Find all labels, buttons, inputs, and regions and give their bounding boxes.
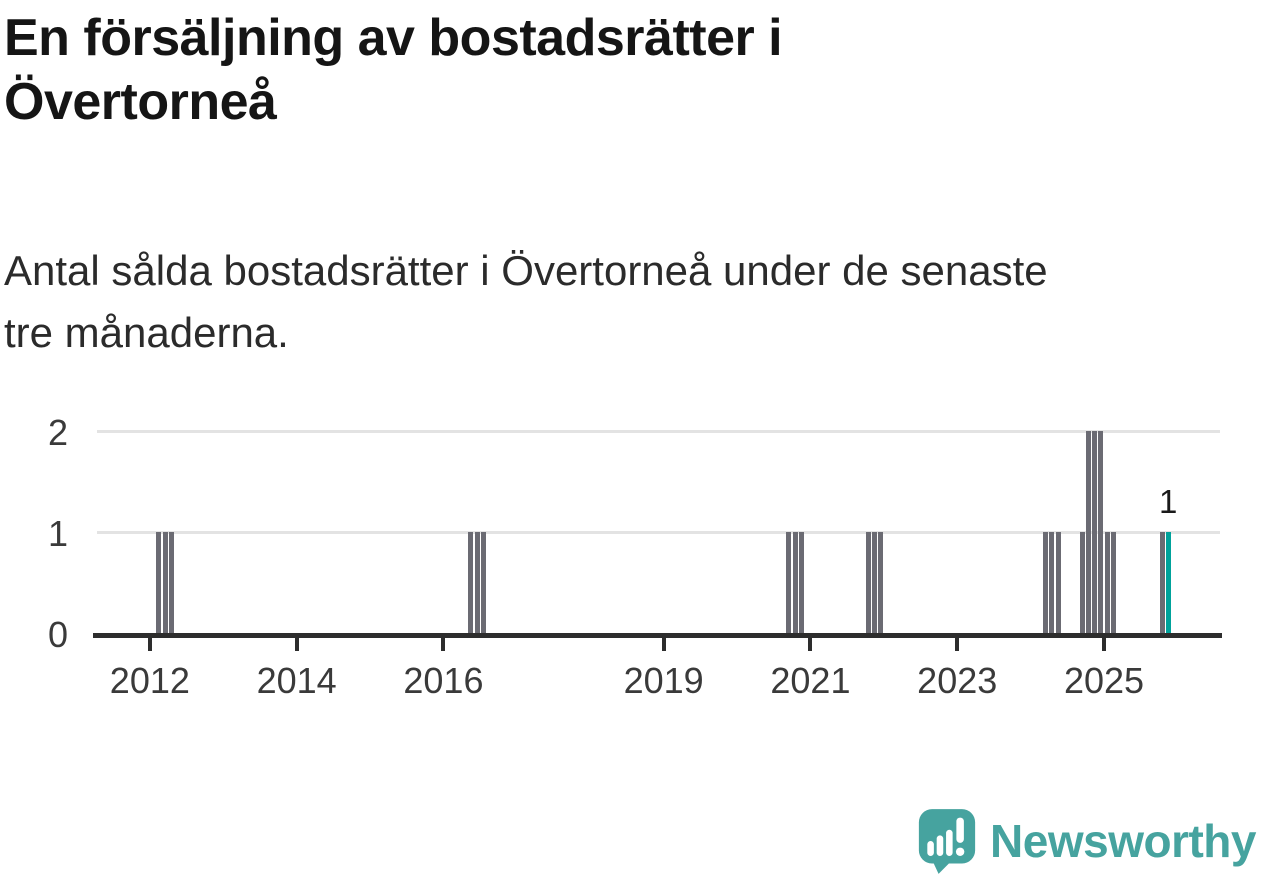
bar [1092, 431, 1098, 633]
highlighted-bar [1165, 532, 1171, 633]
x-axis-tick [147, 638, 152, 651]
y-axis-label: 0 [47, 614, 68, 655]
x-axis-label: 2023 [917, 660, 998, 701]
bar [480, 532, 486, 633]
x-axis-tick [661, 638, 666, 651]
gridline [97, 430, 1220, 433]
x-axis-label: 2019 [623, 660, 704, 701]
x-axis-tick [808, 638, 813, 651]
bar [1159, 532, 1165, 633]
x-axis-tick [441, 638, 446, 651]
bar [792, 532, 798, 633]
bar [878, 532, 884, 633]
x-axis-tick [294, 638, 299, 651]
bar-value-label: 1 [1159, 483, 1178, 520]
chart-subtitle-line-2: tre månaderna. [4, 309, 289, 356]
newsworthy-logo: Newsworthy [917, 807, 1256, 875]
y-axis-label: 1 [47, 513, 68, 554]
bar [1110, 532, 1116, 633]
y-axis-label: 2 [47, 412, 68, 453]
bar [798, 532, 804, 633]
bar [1098, 431, 1104, 633]
bar [1049, 532, 1055, 633]
chart-title-line-2: Övertorneå [4, 73, 277, 131]
bar [168, 532, 174, 633]
chart-title: En försäljning av bostadsrätter i Överto… [4, 6, 783, 134]
bar [474, 532, 480, 633]
bar [872, 532, 878, 633]
bar [1104, 532, 1110, 633]
newsworthy-wordmark: Newsworthy [990, 815, 1256, 867]
bar [1086, 431, 1092, 633]
x-axis-tick [1102, 638, 1107, 651]
gridline [97, 531, 1220, 534]
x-axis-label: 2016 [403, 660, 484, 701]
x-axis-line [93, 633, 1222, 638]
bar [786, 532, 792, 633]
bar [1043, 532, 1049, 633]
bar [865, 532, 871, 633]
bar [1055, 532, 1061, 633]
newsworthy-bubble-chart-icon [918, 809, 976, 874]
x-axis-label: 2021 [770, 660, 851, 701]
bar [1080, 532, 1086, 633]
x-axis-label: 2014 [256, 660, 337, 701]
x-axis-tick [955, 638, 960, 651]
x-axis-label: 2012 [109, 660, 190, 701]
bar [156, 532, 162, 633]
chart-subtitle: Antal sålda bostadsrätter i Övertorneå u… [4, 240, 1048, 364]
x-axis-label: 2025 [1063, 660, 1145, 701]
chart-title-line-1: En försäljning av bostadsrätter i [4, 9, 783, 67]
bar [468, 532, 474, 633]
chart-subtitle-line-1: Antal sålda bostadsrätter i Övertorneå u… [4, 247, 1048, 294]
bar [162, 532, 168, 633]
